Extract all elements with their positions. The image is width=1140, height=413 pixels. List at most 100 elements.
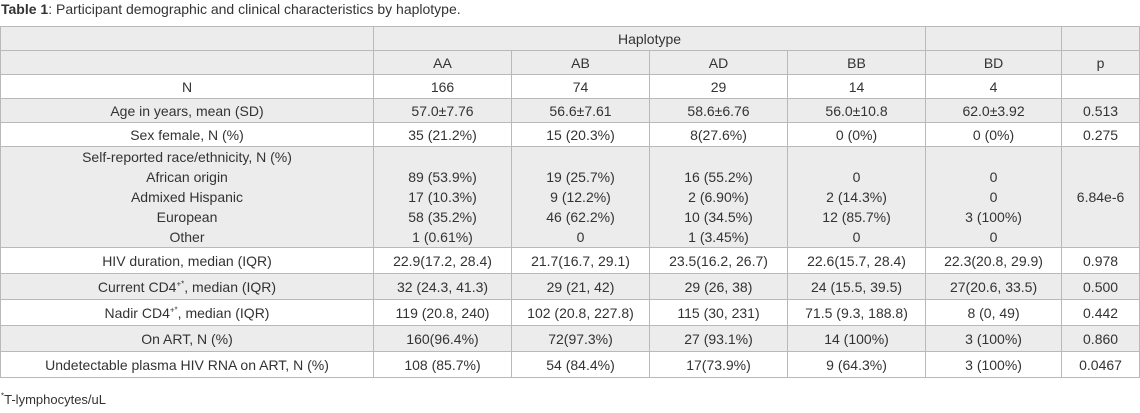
table-cell: 119 (20.8, 240) [373,299,512,326]
table-row: Sex female, N (%) 35 (21.2%) 15 (20.3%) … [0,122,1140,147]
row-label: N [0,74,374,99]
table-cell: 19 (25.7%) 9 (12.2%) 46 (62.2%) 0 [511,146,650,248]
table-cell: 29 (21, 42) [511,273,650,300]
table-cell-value: 0 [852,229,861,245]
p-value-cell: 0.978 [1061,247,1140,274]
table-cell-value: 3 (100%) [965,209,1022,225]
table-cell: 0 2 (14.3%) 12 (85.7%) 0 [786,146,927,248]
table-caption-label: Table 1 [1,1,49,17]
p-value-cell: 0.860 [1061,325,1140,352]
table-cell-value: 0 [576,229,585,245]
row-label: Age in years, mean (SD) [0,98,374,123]
superscript: +* [169,304,178,314]
table-cell-value: 17 (10.3%) [408,189,477,205]
row-label: HIV duration, median (IQR) [0,247,374,274]
table-cell: 56.6±7.61 [511,98,650,123]
table-cell: 35 (21.2%) [373,122,512,147]
characteristics-table: Haplotype AA AB AD BB BD p N 166 74 29 1… [0,26,1140,378]
table-cell-value: 0 [989,189,998,205]
column-header: BD [925,50,1063,75]
header-group-row: Haplotype [0,26,1140,51]
row-label-text: , median (IQR) [184,278,277,295]
table-cell-value: 0 [989,229,998,245]
table-caption-text: : Participant demographic and clinical c… [48,1,461,17]
table-row: Current CD4+*, median (IQR) 32 (24.3, 41… [0,273,1140,300]
table-footnote: *T-lymphocytes/uL [1,392,106,408]
table-cell: 0 (0%) [925,122,1063,147]
table-cell: 54 (84.4%) [511,351,650,378]
header-empty-cell [925,26,1063,51]
row-label-text: , median (IQR) [177,304,270,321]
table-row: On ART, N (%) 160(96.4%) 72(97.3%) 27 (9… [0,325,1140,352]
table-cell-value: 0 [852,169,861,185]
table-row-race: Self-reported race/ethnicity, N (%) Afri… [0,146,1140,248]
table-cell: 24 (15.5, 39.5) [786,273,927,300]
race-heading: Self-reported race/ethnicity, N (%) [82,149,292,165]
table-cell-value: 16 (55.2%) [684,169,753,185]
race-sub-label: Admixed Hispanic [130,189,244,205]
header-empty-cell [0,50,374,75]
row-label: Undetectable plasma HIV RNA on ART, N (%… [0,351,374,378]
table-cell-value: 46 (62.2%) [546,209,615,225]
header-empty-cell [0,26,374,51]
table-cell: 56.0±10.8 [786,98,927,123]
blank-line [514,148,647,168]
column-header: AD [649,50,788,75]
row-label-text: Nadir CD4 [104,304,170,321]
table-cell-value: 1 (3.45%) [688,229,749,245]
table-cell: 14 (100%) [786,325,927,352]
race-sub-label: European [156,209,218,225]
header-empty-cell [1061,26,1140,51]
race-sub-label: Other [169,229,205,245]
table-cell: 16 (55.2%) 2 (6.90%) 10 (34.5%) 1 (3.45%… [649,146,788,248]
table-cell: 22.6(15.7, 28.4) [786,247,927,274]
row-label-text: Current CD4 [97,278,177,295]
superscript: +* [176,278,185,288]
haplotype-group-header: Haplotype [372,26,927,51]
column-header: BB [786,50,927,75]
table-caption: Table 1: Participant demographic and cli… [1,1,461,17]
row-label-race: Self-reported race/ethnicity, N (%) Afri… [0,146,374,248]
table-cell-value: 2 (6.90%) [688,189,749,205]
table-cell-value: 89 (53.9%) [408,169,477,185]
table-cell: 29 (26, 38) [649,273,788,300]
table-cell: 17(73.9%) [649,351,788,378]
table-cell: 3 (100%) [925,351,1063,378]
p-value-cell: 6.84e-6 [1061,146,1140,248]
table-cell: 58.6±6.76 [649,98,788,123]
table-cell-value: 0 [989,169,998,185]
table-cell: 89 (53.9%) 17 (10.3%) 58 (35.2%) 1 (0.61… [373,146,512,248]
blank-line [928,148,1059,168]
p-value-cell: 0.442 [1061,299,1140,326]
p-column-header: p [1061,50,1140,75]
table-cell: 71.5 (9.3, 188.8) [786,299,927,326]
header-columns-row: AA AB AD BB BD p [0,50,1140,75]
row-label: Sex female, N (%) [0,122,374,147]
table-row: Nadir CD4+*, median (IQR) 119 (20.8, 240… [0,299,1140,326]
blank-line [790,148,923,168]
row-label: Current CD4+*, median (IQR) [0,273,374,300]
table-cell: 166 [373,74,512,99]
blank-line [376,148,509,168]
table-cell: 23.5(16.2, 26.7) [649,247,788,274]
p-value-cell: 0.500 [1061,273,1140,300]
table-cell: 160(96.4%) [373,325,512,352]
p-value-cell: 0.513 [1061,98,1140,123]
table-cell: 102 (20.8, 227.8) [511,299,650,326]
table-cell: 8 (0, 49) [925,299,1063,326]
table-cell: 62.0±3.92 [925,98,1063,123]
table-row: HIV duration, median (IQR) 22.9(17.2, 28… [0,247,1140,274]
table-cell: 27 (93.1%) [649,325,788,352]
p-value-cell: 0.275 [1061,122,1140,147]
table-cell: 3 (100%) [925,325,1063,352]
table-cell-value: 10 (34.5%) [684,209,753,225]
table-cell: 4 [925,74,1063,99]
table-cell: 74 [511,74,650,99]
table-cell: 8(27.6%) [649,122,788,147]
row-label: Nadir CD4+*, median (IQR) [0,299,374,326]
table-row: Undetectable plasma HIV RNA on ART, N (%… [0,351,1140,378]
table-cell: 57.0±7.76 [373,98,512,123]
table-cell: 32 (24.3, 41.3) [373,273,512,300]
table-cell: 14 [786,74,927,99]
blank-line [652,148,785,168]
